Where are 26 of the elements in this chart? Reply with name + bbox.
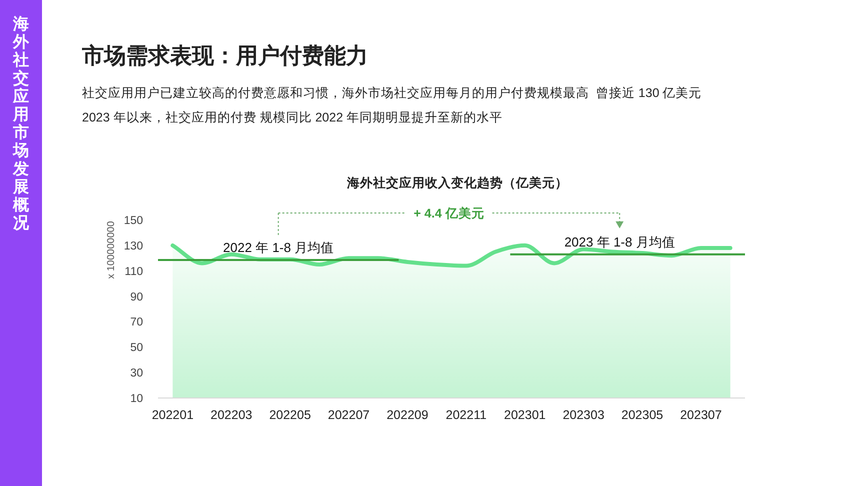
x-tick-label: 202307 [680, 408, 722, 422]
y-tick-label: 150 [124, 215, 143, 227]
x-tick-label: 202305 [621, 408, 664, 422]
y-tick-label: 30 [130, 368, 143, 380]
y-tick-label: 70 [130, 316, 143, 329]
y-tick-label: 110 [124, 266, 143, 278]
ref-line-label: 2022 年 1-8 月均值 [223, 240, 334, 256]
text: 海外社交应用市场发展概况 [13, 16, 29, 232]
x-tick-label: 202207 [328, 408, 370, 422]
x-tick-label: 202303 [562, 408, 604, 422]
y-axis-title: x 100000000 [106, 220, 117, 279]
x-tick-label: 202205 [269, 408, 311, 422]
x-tick-label: 202203 [210, 408, 252, 422]
y-tick-label: 50 [130, 342, 143, 354]
x-tick-label: 202301 [504, 408, 546, 422]
y-tick-label: 90 [130, 291, 143, 304]
x-tick-label: 202211 [446, 408, 487, 422]
y-tick-label: 130 [124, 240, 143, 252]
x-tick-label: 202209 [386, 408, 428, 422]
y-tick-label: 10 [130, 393, 143, 405]
text: 海外社交应用收入变化趋势（亿美元） [346, 175, 568, 190]
text: + 4.4 亿美元 [414, 206, 484, 220]
chart-title: 市场需求表现：用户付费能力 [81, 43, 368, 68]
x-tick-label: 202201 [152, 408, 194, 422]
ref-line-label: 2023 年 1-8 月均值 [564, 234, 675, 250]
chart-subtitle: 社交应用用户已建立较高的付费意愿和习惯，海外市场社交应用每月的用户付费规模最高 曾接近 130 亿美元 2023 年以来，社交应用的付费 规模同比 2022 年同期明显提升至新的水平 [82, 85, 702, 124]
